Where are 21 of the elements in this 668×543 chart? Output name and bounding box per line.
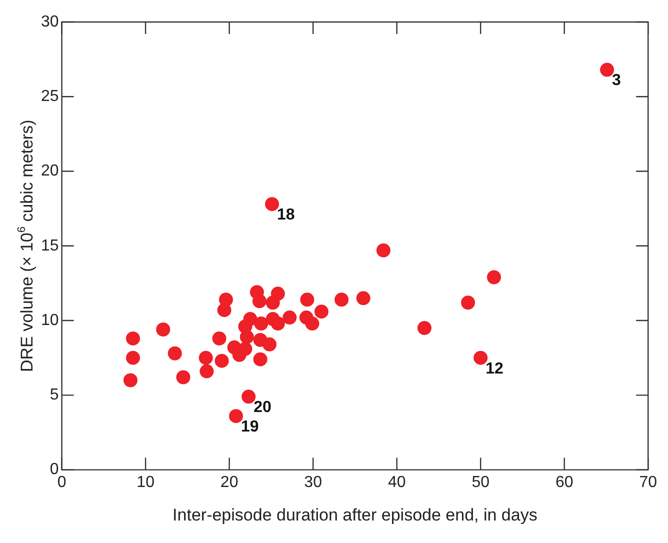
y-tick-label: 30 bbox=[41, 13, 59, 30]
x-tick-label: 50 bbox=[472, 474, 490, 491]
x-tick-label: 70 bbox=[639, 474, 658, 491]
y-tick-label: 15 bbox=[41, 237, 59, 254]
annotation: 3 bbox=[612, 72, 622, 90]
x-tick-label: 60 bbox=[555, 474, 574, 491]
x-tick-label: 20 bbox=[220, 474, 238, 491]
y-tick-label: 25 bbox=[41, 88, 59, 106]
y-tick-label: 10 bbox=[41, 312, 59, 329]
x-tick-label: 30 bbox=[304, 474, 322, 491]
y-tick-label: 5 bbox=[50, 386, 59, 404]
annotation: 19 bbox=[241, 418, 259, 436]
annotation: 18 bbox=[277, 206, 295, 224]
x-axis-title: Inter-episode duration after episode end, in days bbox=[172, 505, 538, 524]
x-tick-label: 10 bbox=[136, 474, 155, 491]
y-axis-title: DRE volume (× 106 cubic meters) bbox=[16, 120, 37, 372]
y-tick-label: 20 bbox=[41, 162, 59, 180]
annotation: 20 bbox=[254, 399, 272, 416]
x-tick-label: 40 bbox=[388, 474, 406, 491]
annotation: 12 bbox=[486, 360, 504, 378]
y-tick-label: 0 bbox=[50, 461, 59, 478]
